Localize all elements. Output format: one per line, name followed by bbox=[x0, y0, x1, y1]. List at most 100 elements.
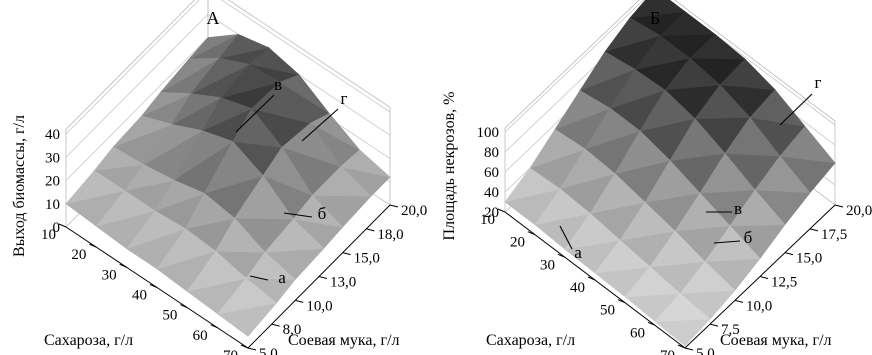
panel-b-y-tick-label: 10,0 bbox=[746, 298, 772, 314]
panel-b-surface-facet bbox=[629, 0, 686, 19]
panel-a-surface-facet bbox=[340, 149, 392, 178]
panel-b-y-tick-label: 12,5 bbox=[771, 275, 797, 291]
panel-a-z-tick-label: 0 bbox=[53, 220, 61, 236]
panel-b-z-gridline bbox=[504, 0, 836, 133]
panel-a-z-gridline bbox=[65, 13, 391, 158]
panel-a-surface-facet bbox=[154, 179, 206, 212]
panel-a-z-axis-label: Выход биомассы, г/л bbox=[11, 115, 28, 257]
panel-a-tick-labels: 010203040102030405060705,08,010,013,015,… bbox=[41, 127, 427, 355]
panel-a-y-tick-label: 8,0 bbox=[283, 322, 302, 338]
panel-b-surface-facet bbox=[689, 33, 746, 60]
panel-a-x-tick bbox=[58, 223, 67, 228]
panel-b-x-tick bbox=[587, 276, 596, 281]
panel-b-x-tick-label: 60 bbox=[630, 325, 645, 341]
panel-b-x-tick-label: 20 bbox=[510, 235, 525, 251]
panel-a-x-tick bbox=[119, 263, 127, 268]
panel-a-y-tick-label: 13,0 bbox=[330, 275, 356, 291]
panel-b-surface-facet bbox=[704, 225, 761, 263]
panel-b-surface-facet bbox=[664, 57, 721, 91]
panel-a-region-label: г bbox=[341, 89, 348, 108]
panel-b-surface-facet bbox=[659, 11, 716, 36]
panel-b-y-tick bbox=[684, 347, 694, 351]
panel-a-y-tick bbox=[389, 204, 399, 208]
panel-a-x-tick-label: 70 bbox=[223, 348, 238, 355]
panel-a-region-label: б bbox=[318, 204, 327, 223]
panel-b-tick-labels: 20406080100102030405060705,07,510,012,51… bbox=[477, 125, 872, 355]
panel-b-surface-facet bbox=[504, 167, 561, 203]
panel-a-region-label: в bbox=[274, 75, 282, 94]
panel-a-surface-facet bbox=[173, 130, 234, 181]
panel-a-surface-facet bbox=[188, 34, 239, 60]
panel-b-y-tick bbox=[759, 276, 769, 279]
panel-b-surface-facet bbox=[779, 125, 836, 164]
panel-b-surface-facet bbox=[579, 51, 636, 92]
panel-b-z-tick-label: 40 bbox=[484, 185, 499, 201]
panel-a-surface-facet bbox=[264, 218, 325, 253]
panel-b-y-tick-label: 15,0 bbox=[796, 251, 822, 267]
panel-a-surface-facet bbox=[234, 175, 294, 220]
panel-a-surface-facet bbox=[232, 107, 283, 148]
panel-a-surface-facet bbox=[245, 251, 297, 280]
panel-a-y-tick-label: 10,0 bbox=[306, 298, 332, 314]
panel-b-x-tick bbox=[497, 208, 506, 213]
panel-b-surface-facet bbox=[604, 17, 661, 53]
panel-a-y-tick bbox=[295, 299, 304, 303]
panel-a-x-tick-label: 30 bbox=[102, 267, 117, 283]
panel-b-y-axis-label: Соевая мука, г/л bbox=[720, 332, 832, 349]
panel-a-surface-facet bbox=[190, 57, 251, 94]
panel-b-region-leader bbox=[713, 240, 741, 244]
panel-a-z-tick-label: 10 bbox=[45, 197, 60, 213]
panel-b-surface-facet bbox=[644, 160, 701, 203]
panel-a-region-leader bbox=[283, 212, 313, 218]
panel-b-z-tick-label: 80 bbox=[484, 145, 499, 161]
panel-a-surface-facet bbox=[184, 192, 236, 230]
panel-b-surface-facet bbox=[559, 148, 616, 190]
panel-b-surface-facet bbox=[639, 89, 696, 132]
panel-a-x-tick-label: 10 bbox=[41, 227, 56, 243]
panel-b-z-tick-label: 100 bbox=[477, 125, 500, 141]
panel-a-y-tick bbox=[271, 323, 280, 327]
panel-a-z-tick-label: 30 bbox=[45, 150, 60, 166]
panel-b-y-tick bbox=[734, 299, 744, 303]
panel-b-surface bbox=[504, 0, 836, 347]
panel-a-surface-facet bbox=[143, 124, 204, 165]
panel-b-surface-facet bbox=[754, 155, 811, 194]
panel-b-surface-facet bbox=[694, 84, 751, 119]
panel-a-surface-facet bbox=[156, 228, 217, 270]
panel-b-region-label: г bbox=[815, 73, 822, 92]
panel-a-region-leader bbox=[249, 275, 269, 281]
panel-a-x-tick-label: 20 bbox=[71, 247, 86, 263]
panel-a-surface-facet bbox=[251, 81, 312, 124]
panel-a-y-tick-label: 18,0 bbox=[377, 227, 403, 243]
panel-b-surface-facet bbox=[649, 230, 706, 268]
panel-b-region-leader bbox=[779, 93, 813, 126]
panel-a-surface-facet bbox=[216, 277, 278, 315]
panel-b-surface-facet bbox=[674, 192, 731, 232]
panel-a-y-tick-label: 15,0 bbox=[354, 251, 380, 267]
panel-a-y-tick bbox=[366, 228, 375, 232]
panel-a-x-axis-label: Сахароза, г/л bbox=[44, 332, 133, 349]
panel-b-x-tick bbox=[617, 299, 626, 304]
panel-a-region-leader bbox=[235, 94, 275, 133]
panel-a-surface-facet bbox=[201, 97, 253, 132]
panel-b-z-tick-label: 60 bbox=[484, 165, 499, 181]
panel-b-surface-facet bbox=[529, 128, 586, 169]
panel-b-surface-facet bbox=[589, 173, 646, 214]
panel-a-surface-facet bbox=[279, 74, 330, 114]
panel-b-region-label: в bbox=[734, 199, 742, 218]
panel-b-x-axis-label: Сахароза, г/л bbox=[486, 332, 575, 349]
panel-b-region-label: б bbox=[744, 228, 753, 247]
panel-a-x-tick-label: 40 bbox=[132, 288, 147, 304]
panel-a-region-label: а bbox=[278, 268, 286, 287]
panel-b-y-tick-label: 5,0 bbox=[696, 346, 715, 355]
panel-b-surface-facet bbox=[619, 201, 676, 241]
panel-b-surface-facet bbox=[699, 152, 756, 194]
panel-b-x-tick bbox=[677, 344, 686, 349]
panel-a-surface-facet bbox=[160, 57, 220, 93]
panel-b-y-tick-label: 20,0 bbox=[846, 203, 872, 219]
panel-a-region-leader bbox=[301, 108, 339, 142]
panel-b-y-tick bbox=[834, 204, 844, 208]
panel-b-y-tick-label: 17,5 bbox=[821, 227, 847, 243]
panel-a-x-tick-label: 60 bbox=[193, 328, 208, 344]
